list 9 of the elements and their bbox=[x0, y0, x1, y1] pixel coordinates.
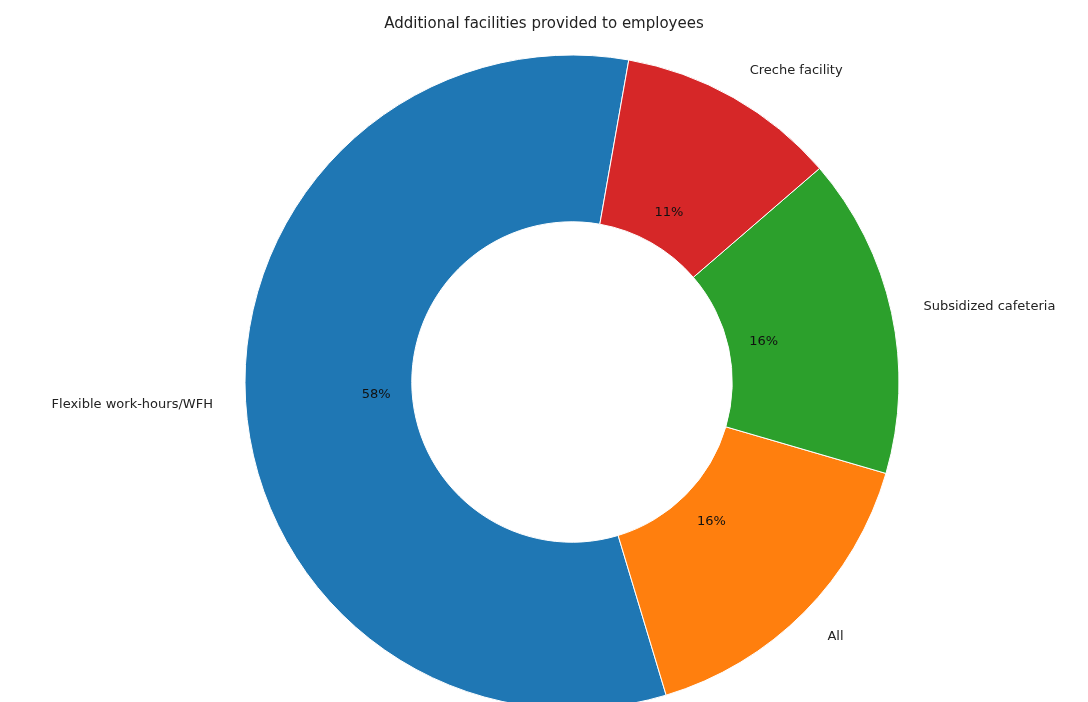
slice-label: Subsidized cafeteria bbox=[923, 298, 1056, 314]
data-label: 11% bbox=[654, 203, 684, 219]
slice-label: Flexible work-hours/WFH bbox=[51, 395, 213, 411]
slice-label: Creche facility bbox=[749, 61, 843, 77]
data-label: 16% bbox=[749, 332, 779, 348]
data-label: 16% bbox=[696, 512, 726, 528]
data-label: 58% bbox=[361, 386, 391, 402]
slice-label: All bbox=[827, 627, 844, 643]
chart-title: Additional facilities provided to employees bbox=[384, 13, 704, 32]
